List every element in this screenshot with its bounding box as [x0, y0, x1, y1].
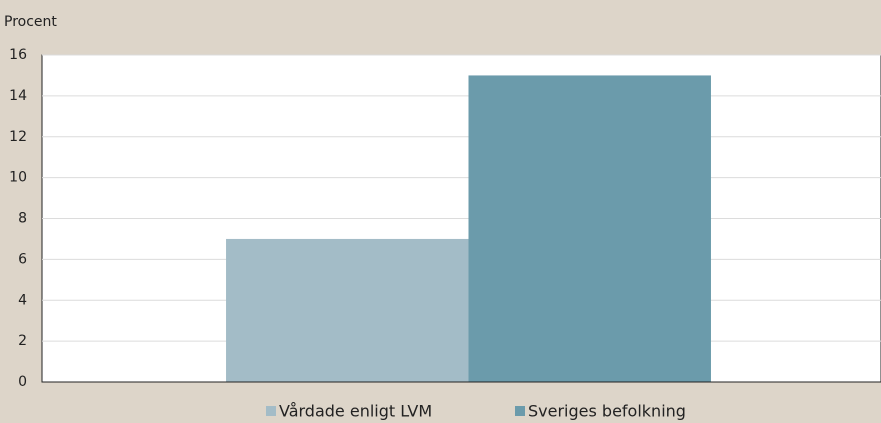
legend-swatch — [266, 406, 276, 416]
bar — [468, 75, 711, 382]
y-tick-label: 4 — [18, 292, 27, 308]
y-tick-label: 8 — [18, 211, 27, 227]
y-axis-label: Procent — [4, 14, 57, 30]
legend-label: Vårdade enligt LVM — [279, 402, 432, 421]
y-tick-label: 10 — [9, 170, 27, 186]
y-tick-label: 14 — [9, 88, 27, 104]
legend-swatch — [515, 406, 525, 416]
legend-label: Sveriges befolkning — [528, 402, 686, 421]
y-tick-label: 0 — [18, 374, 27, 390]
y-tick-label: 12 — [9, 129, 27, 145]
y-tick-label: 6 — [18, 251, 27, 267]
bar — [226, 238, 469, 382]
y-tick-label: 16 — [9, 47, 27, 63]
y-tick-label: 2 — [18, 333, 27, 349]
